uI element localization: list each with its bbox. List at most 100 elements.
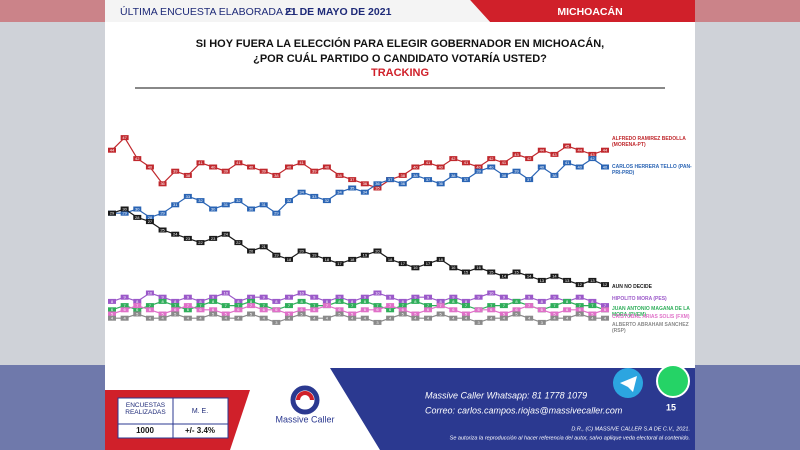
logo — [296, 391, 314, 401]
point-label: 40 — [211, 164, 216, 169]
point-label-box — [601, 303, 609, 309]
point-label: 5 — [440, 311, 443, 316]
point-label-box — [335, 307, 344, 313]
surveys: 1000 — [136, 426, 154, 435]
point-label-box — [108, 298, 116, 304]
point-label-box — [499, 303, 508, 309]
point-label: 8 — [250, 299, 253, 304]
point-label-box — [360, 294, 369, 300]
point-label-box — [575, 164, 584, 170]
point-label-box — [373, 307, 382, 313]
point-label-box — [398, 303, 407, 309]
chart-label: TRACKING — [371, 67, 429, 79]
point-label: 36 — [363, 181, 368, 186]
series-line — [111, 292, 606, 307]
point-label-box — [525, 303, 534, 309]
point-label: 4 — [528, 316, 531, 321]
point-label: 9 — [313, 295, 316, 300]
point-label-box — [310, 307, 319, 313]
point-label-box — [550, 315, 559, 321]
point-label: 4 — [124, 316, 127, 321]
point-label-box — [221, 315, 230, 321]
point-label: 8 — [212, 299, 215, 304]
point-label: 6 — [402, 307, 405, 312]
point-label-box — [272, 252, 281, 258]
point-label: 39 — [476, 169, 481, 174]
point-label-box — [171, 307, 180, 313]
point-label-box — [196, 198, 205, 204]
point-label-box — [449, 298, 458, 304]
header-text: ÚLTIMA ENCUESTA ELABORADA EL — [120, 5, 298, 18]
point-label: 16 — [413, 265, 418, 270]
point-label: 8 — [591, 299, 594, 304]
point-label: 7 — [250, 303, 253, 308]
point-label-box — [284, 315, 293, 321]
point-label-box — [601, 164, 609, 170]
point-label-box — [120, 206, 129, 212]
point-label-box — [247, 294, 256, 300]
legend-label: ALFREDO RAMÍREZ BEDOLLA (MORENA-PT) — [612, 136, 686, 148]
point-label: 40 — [540, 164, 545, 169]
point-label-box — [588, 277, 597, 283]
point-label: 40 — [603, 164, 608, 169]
brand: Massive Caller — [275, 414, 334, 424]
telegram-icon — [620, 376, 637, 392]
point-label-box — [322, 256, 331, 262]
point-label-box — [449, 265, 458, 271]
point-label: 5 — [250, 311, 253, 316]
point-label-box — [259, 244, 268, 250]
point-label-box — [436, 298, 445, 304]
point-label: 4 — [604, 316, 607, 321]
point-label-box — [158, 315, 167, 321]
point-label-box — [158, 311, 167, 317]
point-label-box — [234, 240, 243, 246]
point-label-box — [171, 168, 180, 174]
point-label: 6 — [149, 307, 152, 312]
point-label-box — [158, 210, 167, 216]
point-label-box — [537, 298, 546, 304]
point-label: 40 — [438, 164, 443, 169]
point-label: 38 — [186, 173, 191, 178]
point-label-box — [221, 303, 230, 309]
point-label: 22 — [236, 240, 241, 245]
legend-entry: ALFREDO RAMÍREZ BEDOLLA (MORENA-PT) — [612, 136, 686, 148]
point-label: 4 — [263, 316, 266, 321]
point-label: 30 — [211, 206, 216, 211]
point-label-box — [512, 311, 521, 317]
point-label-box — [563, 160, 572, 166]
point-label: 44 — [603, 148, 608, 153]
series-line — [111, 136, 606, 189]
point-label-box — [601, 307, 609, 313]
point-label: 40 — [413, 164, 418, 169]
point-label: 10 — [299, 290, 304, 295]
point-label: 38 — [337, 173, 342, 178]
legend-label: CARLOS HERRERA TELLO (PAN-PRI-PRD) — [612, 164, 692, 176]
point-label: 8 — [351, 299, 354, 304]
point-label: 8 — [465, 299, 468, 304]
point-label: 40 — [476, 164, 481, 169]
point-label: 14 — [527, 274, 532, 279]
point-label-box — [424, 315, 433, 321]
point-label: 3 — [275, 320, 278, 325]
point-label-box — [120, 294, 129, 300]
point-label: 4 — [111, 316, 114, 321]
point-label: 3 — [541, 320, 544, 325]
point-label-box — [158, 298, 167, 304]
point-label-box — [436, 311, 445, 317]
point-label-box — [297, 160, 306, 166]
point-label-box — [424, 294, 433, 300]
point-label: 19 — [312, 253, 317, 258]
point-label: 5 — [300, 311, 303, 316]
point-label-box — [196, 298, 205, 304]
point-label-box — [133, 303, 142, 309]
point-label: 29 — [122, 211, 127, 216]
point-label: 29 — [110, 211, 115, 216]
point-label-box — [575, 307, 584, 313]
point-label-box — [563, 315, 572, 321]
point-label-box — [487, 315, 496, 321]
point-label: 10 — [224, 290, 229, 295]
point-label-box — [310, 252, 319, 258]
point-label: 13 — [540, 278, 545, 283]
point-label: 5 — [579, 311, 582, 316]
point-label: 7 — [288, 303, 291, 308]
